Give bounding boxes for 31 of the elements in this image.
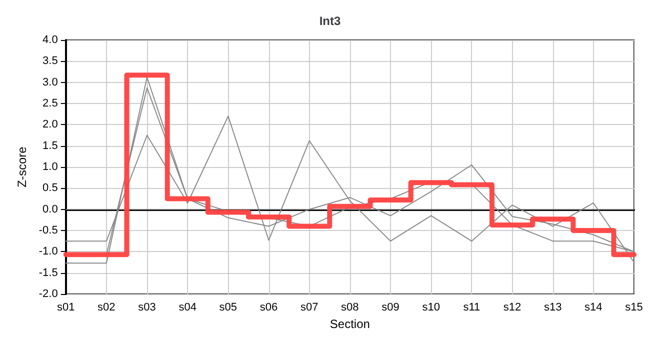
y-tick-label: 2.5 — [42, 98, 58, 110]
y-tick-label: -0.5 — [38, 224, 58, 236]
x-tick-label: s09 — [382, 302, 400, 314]
x-tick-label: s06 — [260, 302, 278, 314]
y-tick-label: 1.5 — [42, 140, 58, 152]
x-tick-label: s10 — [422, 302, 440, 314]
y-axis-title: Z-score — [15, 146, 29, 188]
y-tick-label: -1.0 — [38, 246, 58, 258]
x-tick-label: s11 — [463, 302, 480, 314]
y-tick-label: 1.0 — [42, 161, 58, 173]
x-tick-label: s02 — [98, 302, 116, 314]
x-tick-label: s13 — [544, 302, 562, 314]
chart-title: Int3 — [319, 14, 341, 28]
x-tick-label: s12 — [503, 302, 522, 314]
y-tick-label: 3.0 — [42, 76, 58, 88]
y-tick-label: 2.0 — [42, 118, 58, 131]
y-tick-label: 0.5 — [42, 182, 58, 194]
x-tick-label: s15 — [625, 302, 643, 314]
x-tick-label: s07 — [300, 302, 318, 314]
x-tick-label: s04 — [178, 302, 196, 314]
x-tick-label: s03 — [138, 302, 156, 314]
y-tick-label: 4.0 — [42, 34, 58, 46]
y-tick-label: 0.0 — [42, 203, 58, 216]
x-axis-title: Section — [330, 316, 370, 331]
x-tick-label: s01 — [56, 302, 75, 314]
y-tick-label: -2.0 — [38, 288, 58, 300]
x-tick-label: s14 — [584, 302, 602, 314]
x-tick-label: s05 — [219, 302, 238, 314]
x-tick-label: s08 — [341, 302, 359, 314]
y-tick-label: -1.5 — [38, 266, 58, 279]
y-tick-label: 3.5 — [42, 55, 58, 68]
